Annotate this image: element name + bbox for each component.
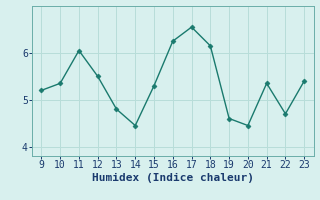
X-axis label: Humidex (Indice chaleur): Humidex (Indice chaleur): [92, 173, 254, 183]
